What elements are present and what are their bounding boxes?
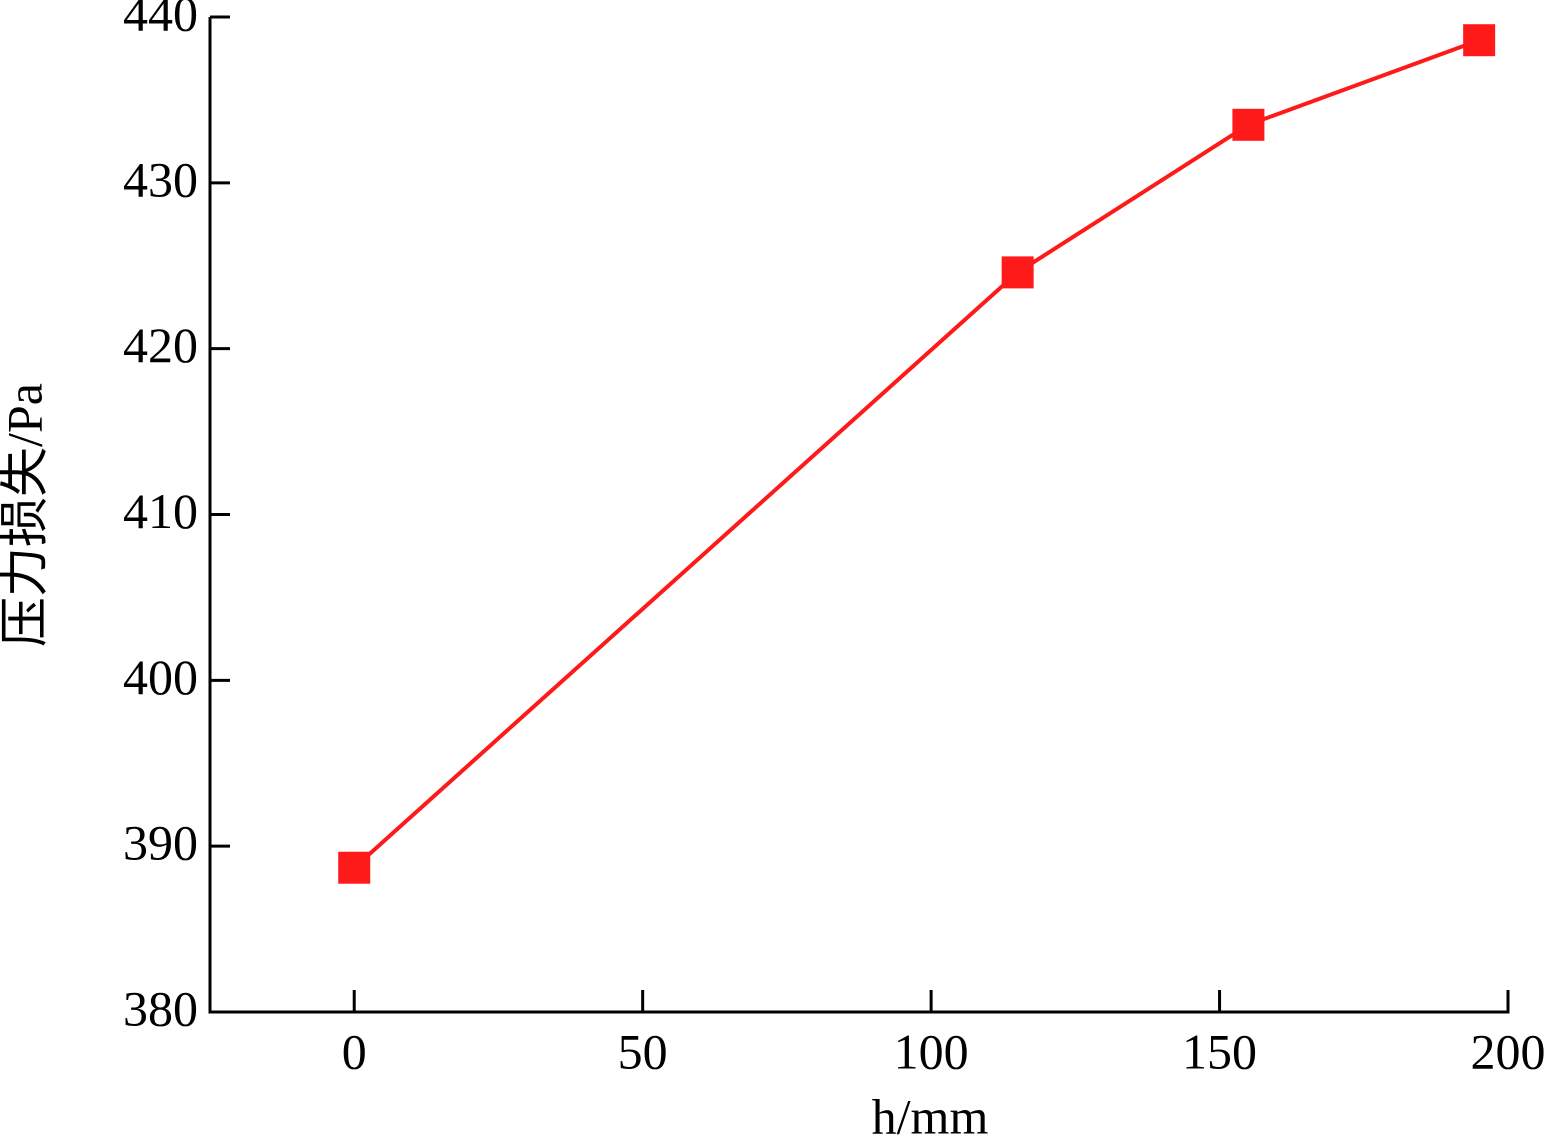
y-tick-label: 380 (123, 980, 198, 1036)
point-marker (1232, 108, 1265, 141)
x-tick-label: 100 (894, 1023, 969, 1079)
x-tick-label: 0 (342, 1023, 367, 1079)
series-line (352, 38, 1480, 870)
point-marker (338, 851, 371, 884)
x-tick-label: 50 (618, 1023, 668, 1079)
y-tick-label: 400 (123, 649, 198, 705)
x-tick-label: 200 (1471, 1023, 1546, 1079)
y-axis-label: 压力损失/Pa (0, 383, 52, 647)
y-tick-label: 420 (123, 317, 198, 373)
y-tick-label: 430 (123, 151, 198, 207)
y-tick-label: 410 (123, 483, 198, 539)
y-tick-label: 440 (123, 0, 198, 41)
point-marker (1001, 256, 1034, 289)
point-marker (1463, 24, 1496, 57)
axis-frame (208, 17, 1510, 1014)
x-axis-label: h/mm (872, 1088, 989, 1144)
y-tick-label: 390 (123, 815, 198, 871)
x-tick-label: 150 (1182, 1023, 1257, 1079)
